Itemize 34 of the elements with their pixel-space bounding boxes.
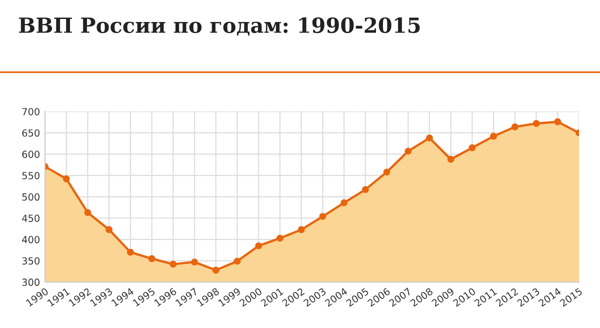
y-tick-label: 300 xyxy=(22,278,40,286)
point xyxy=(511,123,518,130)
y-tick-label: 500 xyxy=(22,193,40,201)
point xyxy=(62,175,70,182)
point xyxy=(276,234,284,242)
point xyxy=(383,168,390,176)
y-tick-label: 450 xyxy=(22,214,40,222)
point xyxy=(148,255,156,262)
point xyxy=(340,199,348,206)
point xyxy=(84,209,92,216)
point xyxy=(298,226,305,234)
point xyxy=(426,134,433,142)
y-tick-label: 350 xyxy=(22,257,40,265)
point xyxy=(554,118,562,126)
y-tick-label: 700 xyxy=(22,108,40,116)
y-tick-label: 550 xyxy=(22,172,40,180)
point xyxy=(404,148,412,155)
point xyxy=(490,132,498,140)
point xyxy=(362,186,369,194)
y-tick-label: 650 xyxy=(22,129,40,137)
point xyxy=(532,120,540,127)
point xyxy=(106,226,113,234)
y-tick-label: 400 xyxy=(22,236,40,244)
point xyxy=(319,212,326,220)
point xyxy=(468,144,476,152)
point xyxy=(170,260,177,268)
point xyxy=(126,248,134,256)
point xyxy=(191,258,198,266)
y-tick-label: 600 xyxy=(22,150,40,158)
point xyxy=(234,258,241,265)
point xyxy=(212,266,220,274)
chart-title: ВВП России по годам: 1990-2015 xyxy=(18,17,420,36)
point xyxy=(447,156,454,163)
point xyxy=(255,242,262,250)
